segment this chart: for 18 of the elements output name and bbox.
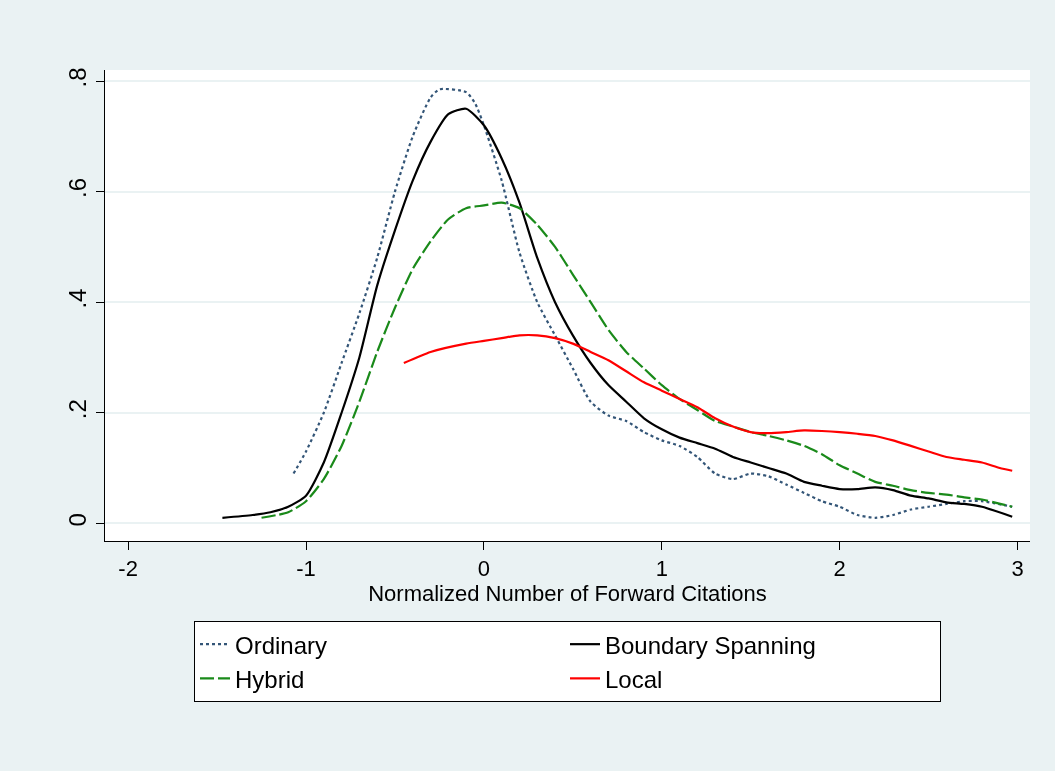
line-series — [402, 334, 1014, 472]
legend-label: Boundary Spanning — [605, 631, 816, 659]
y-tick-label: .2 — [64, 399, 92, 420]
y-tick-label: .6 — [64, 178, 92, 199]
x-axis-title: Normalized Number of Forward Citations — [368, 581, 767, 607]
x-tick-label: -1 — [296, 556, 316, 582]
x-tick-label: 3 — [1011, 556, 1024, 582]
y-tick-label: .8 — [64, 67, 92, 88]
line-series — [260, 201, 1014, 519]
legend-label: Ordinary — [235, 631, 328, 659]
x-tick-label: 0 — [477, 556, 491, 582]
x-tick-label: 2 — [833, 556, 846, 582]
legend-label: Hybrid — [235, 665, 305, 693]
y-tick-label: .4 — [64, 288, 92, 309]
legend-label: Local — [605, 665, 663, 693]
y-tick-label: 0 — [64, 513, 92, 527]
x-tick-label: 1 — [655, 556, 668, 582]
x-tick-label: -2 — [118, 556, 138, 582]
